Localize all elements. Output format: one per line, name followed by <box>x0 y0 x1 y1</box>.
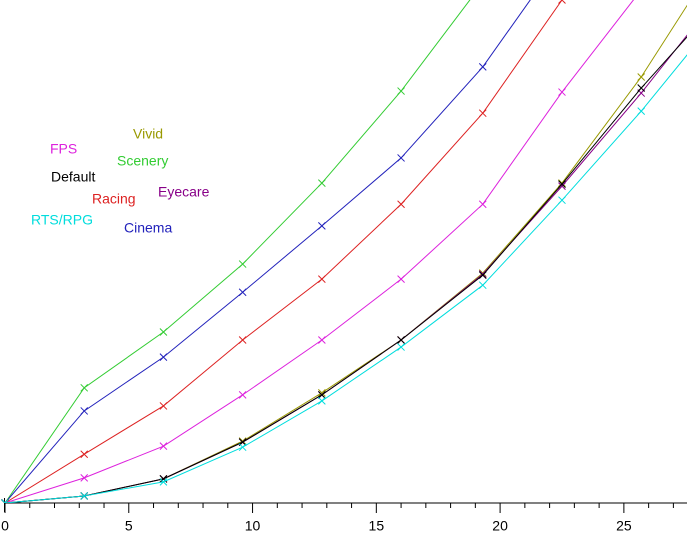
point-marker <box>637 84 646 92</box>
point-marker <box>159 402 168 410</box>
point-marker <box>1 499 9 503</box>
point-marker <box>318 391 326 399</box>
point-marker <box>80 407 89 415</box>
x-tick-label: 10 <box>245 518 261 534</box>
point-marker <box>397 200 405 209</box>
point-marker <box>159 353 168 361</box>
point-marker <box>80 473 89 482</box>
series-line <box>4 4 687 503</box>
series-line <box>4 0 563 503</box>
point-marker <box>637 107 646 116</box>
point-marker <box>558 196 566 205</box>
point-marker <box>397 336 405 344</box>
point-marker <box>478 200 487 209</box>
series-line <box>4 0 531 503</box>
point-marker <box>159 328 168 336</box>
point-marker <box>159 442 168 451</box>
point-marker <box>80 450 89 459</box>
point-marker <box>397 154 405 162</box>
point-marker <box>159 478 168 486</box>
point-marker <box>238 336 247 344</box>
legend-label: Eyecare <box>158 184 210 200</box>
legend-label: Scenery <box>117 153 168 169</box>
point-marker <box>318 388 326 397</box>
legend-label: Vivid <box>133 126 163 142</box>
legend-label: Racing <box>92 191 136 207</box>
legend-label: Cinema <box>124 220 172 236</box>
point-marker <box>478 281 487 290</box>
plot-area <box>1 0 687 503</box>
point-marker <box>238 391 247 399</box>
point-marker <box>558 182 566 190</box>
point-marker <box>318 275 326 284</box>
point-marker <box>80 492 89 500</box>
point-marker <box>397 275 405 284</box>
point-marker <box>318 397 326 405</box>
point-marker <box>478 63 487 71</box>
point-marker <box>397 343 405 351</box>
point-marker <box>558 88 566 96</box>
point-marker <box>558 180 566 188</box>
point-marker <box>318 336 326 344</box>
x-tick-label: 25 <box>616 518 632 534</box>
point-marker <box>558 0 566 4</box>
point-marker <box>238 443 247 452</box>
point-marker <box>238 260 247 268</box>
point-marker <box>318 221 326 230</box>
x-tick-label: 5 <box>125 518 133 534</box>
point-marker <box>397 87 405 95</box>
point-marker <box>318 179 326 187</box>
series-line <box>4 34 687 503</box>
series-line <box>4 36 687 503</box>
x-tick-label: 15 <box>369 518 385 534</box>
point-marker <box>637 73 646 81</box>
legend-label: FPS <box>50 141 77 157</box>
x-tick-label: 0 <box>1 518 9 534</box>
point-marker <box>478 109 487 118</box>
point-marker <box>478 271 487 279</box>
x-tick-label: 20 <box>492 518 508 534</box>
series-line <box>4 54 687 503</box>
legend-label: RTS/RPG <box>31 212 93 228</box>
legend-label: Default <box>51 169 95 185</box>
series-line <box>4 0 635 503</box>
point-marker <box>238 288 247 297</box>
point-marker <box>80 383 89 392</box>
series-line <box>4 0 471 503</box>
